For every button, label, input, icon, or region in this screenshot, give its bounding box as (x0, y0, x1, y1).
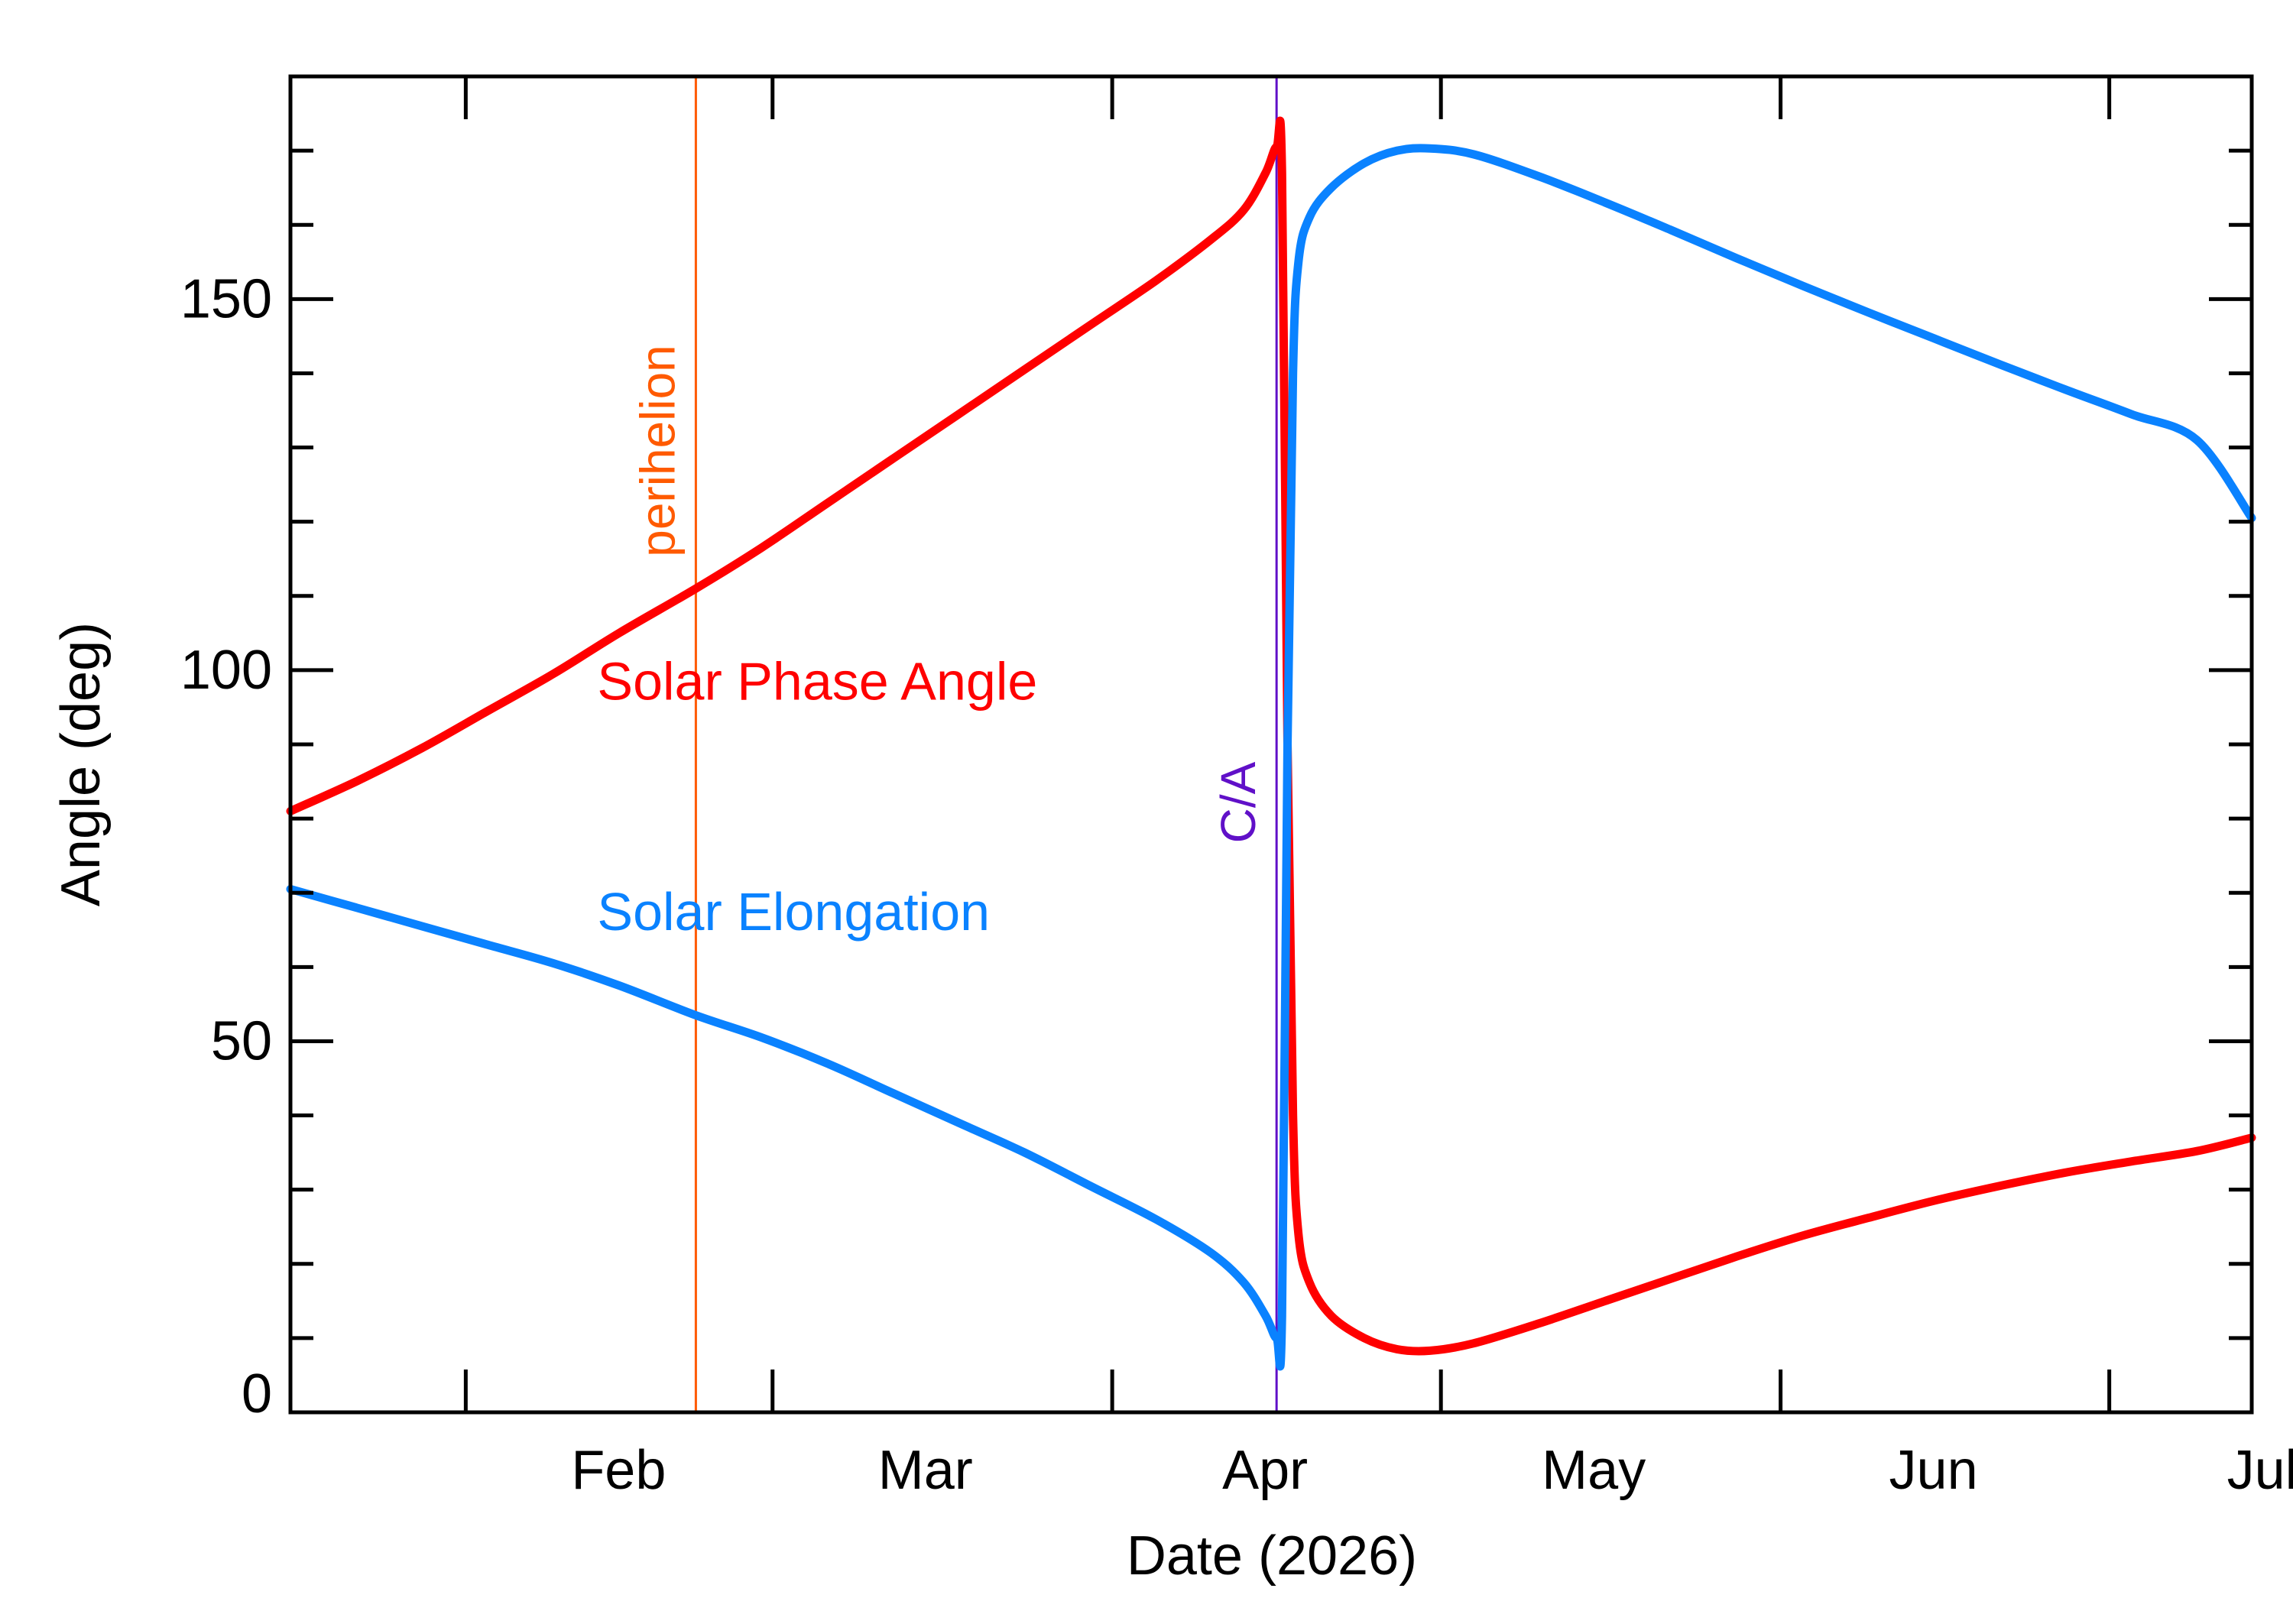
series-label-0: Solar Phase Angle (597, 652, 1037, 712)
x-tick-label-3: May (1542, 1440, 1646, 1501)
x-axis-ticks: Feb Mar Apr May Jun Jul (463, 76, 2293, 1501)
x-axis-title: Date (2026) (1127, 1525, 1417, 1587)
x-tick-label-1: Mar (878, 1440, 973, 1501)
plot-frame (288, 74, 2254, 1415)
y-tick-label-1: 50 (211, 1010, 272, 1071)
y-tick-label-2: 100 (180, 640, 272, 701)
plot-area: perihelion C/A Solar Phase Angle Solar Elon… (286, 76, 2256, 1412)
vertical-line-label-1: C/A (1211, 761, 1266, 843)
x-tick-label-4: Jun (1889, 1440, 1978, 1501)
series-label-1: Solar Elongation (597, 882, 990, 942)
x-tick-label-2: Apr (1222, 1440, 1308, 1501)
x-tick-label-0: Feb (571, 1440, 666, 1501)
vertical-line-label-0: perihelion (630, 345, 685, 557)
y-tick-label-0: 0 (242, 1363, 272, 1425)
y-tick-label-3: 150 (180, 268, 272, 329)
series-line-0 (286, 116, 2256, 1356)
y-axis-ticks: 0 50 100 150 (180, 148, 2252, 1425)
x-tick-label-5: Jul (2227, 1440, 2293, 1501)
y-axis-title: Angle (deg) (50, 622, 112, 906)
series-line-1 (286, 144, 2256, 1371)
